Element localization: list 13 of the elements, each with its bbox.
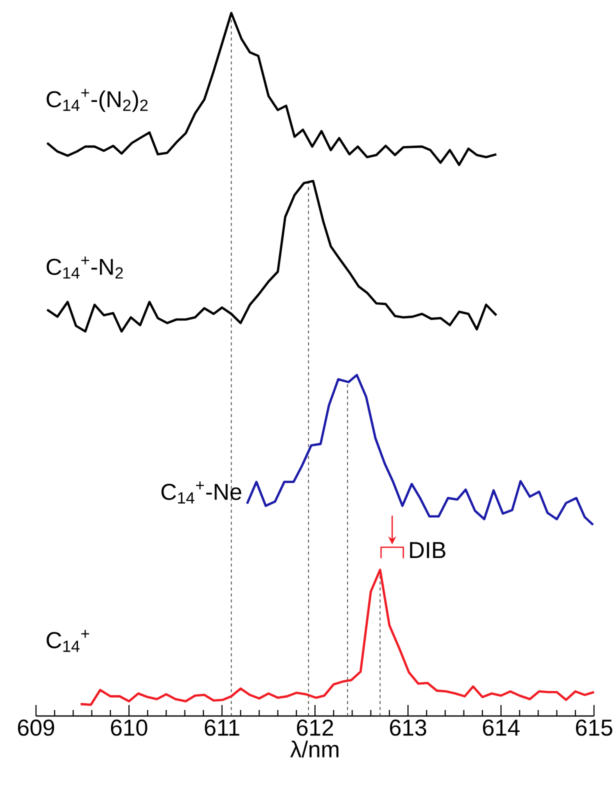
x-tick-label: 612	[296, 720, 334, 736]
series-label: C$_{14}$$^{+}$-N$_{2}$	[46, 256, 123, 279]
x-tick-label: 614	[482, 720, 520, 736]
x-tick-label: 610	[110, 720, 148, 736]
x-axis-title: λ/nm	[290, 740, 338, 758]
series-label: C$_{14}$$^{+}$-Ne	[161, 482, 242, 504]
series-label: C$_{14}$+	[46, 630, 90, 652]
x-tick-label: 609	[18, 720, 54, 736]
annotation: DIB	[410, 542, 446, 558]
x-tick-label: 611	[204, 720, 240, 736]
x-tick-label: 613	[390, 720, 426, 736]
series-label: C$_{14}$$^{+}$-(N$_{2}$)$_{2}$	[46, 88, 148, 112]
x-tick-label: 615	[576, 720, 612, 736]
